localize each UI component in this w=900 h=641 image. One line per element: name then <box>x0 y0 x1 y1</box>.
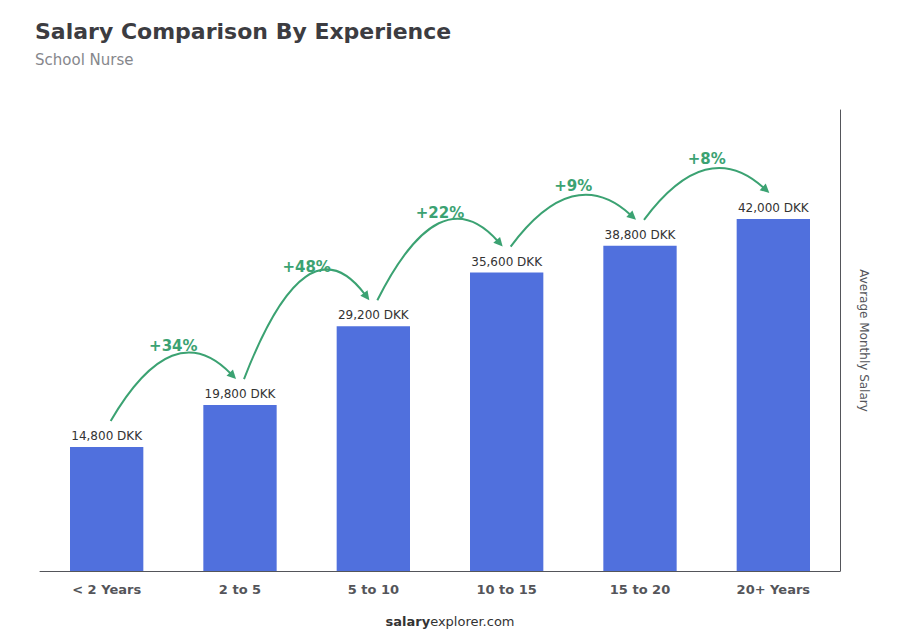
svg-text:19,800 DKK: 19,800 DKK <box>205 387 277 401</box>
svg-text:10 to 15: 10 to 15 <box>476 582 536 597</box>
svg-text:+34%: +34% <box>149 337 197 355</box>
svg-text:20+ Years: 20+ Years <box>737 582 811 597</box>
svg-text:14,800 DKK: 14,800 DKK <box>71 429 143 443</box>
svg-text:Average Monthly Salary: Average Monthly Salary <box>857 269 871 412</box>
svg-text:+9%: +9% <box>554 177 592 195</box>
svg-text:+48%: +48% <box>282 258 330 276</box>
svg-text:5 to 10: 5 to 10 <box>348 582 399 597</box>
svg-text:15 to 20: 15 to 20 <box>610 582 670 597</box>
svg-text:< 2 Years: < 2 Years <box>72 582 141 597</box>
svg-text:School Nurse: School Nurse <box>35 51 134 69</box>
svg-text:explorer.com: explorer.com <box>430 614 514 629</box>
svg-text:+22%: +22% <box>416 204 464 222</box>
svg-text:38,800 DKK: 38,800 DKK <box>605 228 677 242</box>
svg-text:Salary Comparison By Experienc: Salary Comparison By Experience <box>35 19 451 44</box>
svg-text:2 to 5: 2 to 5 <box>219 582 261 597</box>
svg-text:29,200 DKK: 29,200 DKK <box>338 308 410 322</box>
svg-text:35,600 DKK: 35,600 DKK <box>471 255 543 269</box>
svg-text:+8%: +8% <box>688 150 726 168</box>
svg-text:42,000 DKK: 42,000 DKK <box>738 201 810 215</box>
svg-text:salary: salary <box>385 614 430 629</box>
